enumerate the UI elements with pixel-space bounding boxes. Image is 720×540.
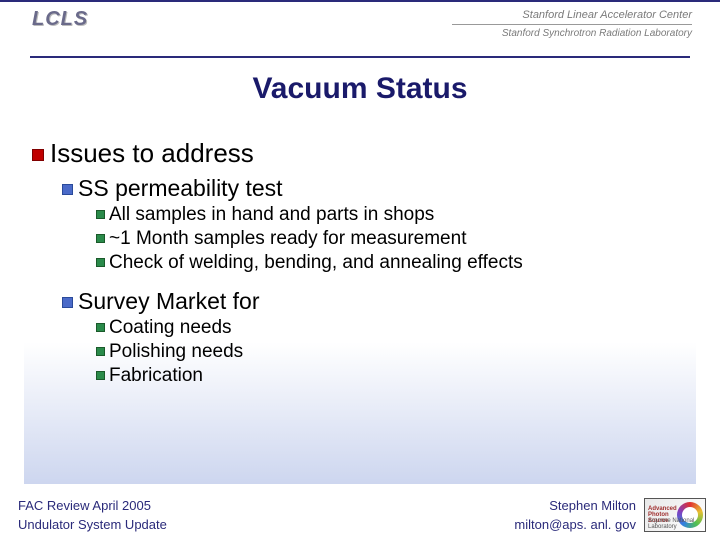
ss-sub-c: Check of welding, bending, and annealing… <box>96 252 692 274</box>
slide: LCLS Stanford Linear Accelerator Center … <box>0 0 720 540</box>
spacer <box>28 274 692 284</box>
survey-sub-c-text: Fabrication <box>109 365 203 386</box>
survey-item: Survey Market for <box>62 288 692 315</box>
ss-sub-a-text: All samples in hand and parts in shops <box>109 204 434 225</box>
survey-text: Survey Market for <box>78 288 260 314</box>
footer-right: Stephen Milton milton@aps. anl. gov Adva… <box>514 496 706 535</box>
header: LCLS Stanford Linear Accelerator Center … <box>0 0 720 58</box>
ss-sub-c-text: Check of welding, bending, and annealing… <box>109 252 523 273</box>
bullet-green-icon <box>96 323 105 332</box>
header-rule <box>30 56 690 58</box>
survey-sub-a-text: Coating needs <box>109 317 232 338</box>
ss-test-text: SS permeability test <box>78 175 283 201</box>
slac-line2: Stanford Synchrotron Radiation Laborator… <box>452 27 692 40</box>
issues-heading: Issues to address <box>32 138 692 169</box>
slac-line1: Stanford Linear Accelerator Center <box>452 8 692 22</box>
page-title: Vacuum Status <box>0 72 720 106</box>
bullet-green-icon <box>96 258 105 267</box>
survey-sub-a: Coating needs <box>96 317 692 339</box>
header-inner: LCLS Stanford Linear Accelerator Center … <box>0 2 720 40</box>
survey-sub-c: Fabrication <box>96 365 692 387</box>
footer-email: milton@aps. anl. gov <box>514 515 636 535</box>
slac-divider <box>452 24 692 25</box>
footer-author: Stephen Milton <box>514 496 636 516</box>
bullet-blue-icon <box>62 184 73 195</box>
bullet-green-icon <box>96 347 105 356</box>
issues-heading-text: Issues to address <box>50 138 254 168</box>
footer-left-line2: Undulator System Update <box>18 515 167 535</box>
footer: FAC Review April 2005 Undulator System U… <box>0 492 720 540</box>
ss-sub-a: All samples in hand and parts in shops <box>96 204 692 226</box>
ss-sub-b-text: ~1 Month samples ready for measurement <box>109 228 466 249</box>
ss-test-item: SS permeability test <box>62 175 692 202</box>
anl-text: Argonne National Laboratory <box>648 518 705 530</box>
ss-sub-b: ~1 Month samples ready for measurement <box>96 228 692 250</box>
footer-right-text: Stephen Milton milton@aps. anl. gov <box>514 496 636 535</box>
footer-left-line1: FAC Review April 2005 <box>18 496 167 516</box>
lcls-logo: LCLS <box>32 8 88 31</box>
bullet-blue-icon <box>62 297 73 308</box>
aps-logo: Advanced Photon Source Argonne National … <box>644 498 706 532</box>
bullet-red-icon <box>32 149 44 161</box>
survey-sub-b-text: Polishing needs <box>109 341 243 362</box>
footer-left: FAC Review April 2005 Undulator System U… <box>18 496 167 535</box>
bullet-green-icon <box>96 234 105 243</box>
slac-block: Stanford Linear Accelerator Center Stanf… <box>452 8 692 40</box>
survey-sub-b: Polishing needs <box>96 341 692 363</box>
bullet-green-icon <box>96 371 105 380</box>
bullet-green-icon <box>96 210 105 219</box>
content-area: Issues to address SS permeability test A… <box>24 130 696 484</box>
